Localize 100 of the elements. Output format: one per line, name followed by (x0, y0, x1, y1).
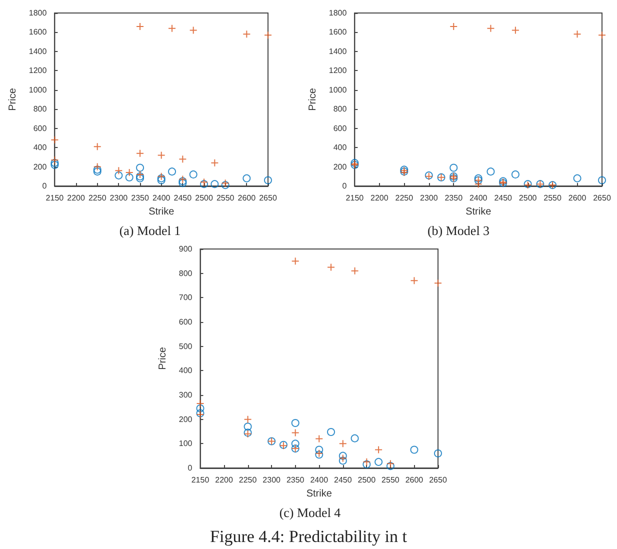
y-tick-label: 100 (178, 439, 193, 448)
point (598, 31, 606, 40)
x-tick-label: 2150 (346, 194, 364, 202)
point (338, 454, 347, 462)
x-tick-label: 2500 (195, 194, 214, 202)
point (93, 142, 102, 151)
point (450, 164, 458, 172)
point (362, 460, 371, 468)
point (264, 31, 272, 40)
y-axis-title: Price (308, 88, 318, 111)
x-tick-label: 2400 (310, 476, 329, 484)
y-tick-label: 600 (333, 124, 348, 133)
x-tick-label: 2650 (259, 194, 278, 202)
x-axis-title: Strike (466, 206, 492, 218)
point (410, 446, 418, 454)
point (450, 22, 458, 30)
y-tick-label: 700 (178, 293, 193, 302)
point (486, 24, 495, 32)
y-tick-label: 400 (178, 366, 193, 376)
x-tick-label: 2200 (215, 476, 234, 484)
x-tick-label: 2500 (518, 194, 538, 202)
point (350, 266, 359, 275)
x-tick-label: 2600 (568, 194, 587, 202)
point (338, 440, 347, 448)
y-tick-label: 600 (33, 124, 48, 133)
y-tick-label: 200 (33, 162, 48, 172)
x-tick-label: 2350 (444, 194, 464, 202)
x-tick-label: 2200 (370, 194, 389, 202)
point (573, 30, 582, 38)
point (486, 168, 495, 176)
point (196, 404, 204, 412)
point (474, 180, 482, 188)
point (168, 24, 176, 32)
y-tick-label: 1600 (328, 28, 348, 37)
x-tick-label: 2450 (494, 194, 513, 202)
y-tick-label: 1200 (28, 66, 48, 76)
point (114, 171, 123, 180)
point (50, 158, 59, 167)
y-tick-label: 300 (178, 390, 193, 400)
y-tick-label: 400 (33, 143, 48, 152)
text: (b) Model 3 (427, 223, 490, 238)
x-tick-label: 2400 (152, 194, 171, 202)
point (362, 458, 371, 466)
point (410, 276, 418, 285)
x-tick-label: 2600 (238, 194, 256, 202)
point (291, 257, 300, 266)
point (338, 452, 347, 460)
x-tick-label: 2550 (382, 476, 400, 484)
point (511, 26, 520, 34)
point (511, 170, 520, 178)
point (50, 160, 59, 169)
point (386, 460, 394, 468)
x-tick-label: 2450 (334, 476, 352, 484)
y-tick-label: 0 (188, 464, 193, 472)
point (338, 456, 347, 465)
y-tick-label: 1600 (28, 28, 48, 37)
x-tick-label: 2500 (358, 476, 376, 484)
point (114, 166, 123, 175)
x-tick-label: 2250 (238, 476, 258, 484)
y-axis-title: Price (158, 346, 168, 370)
point (210, 158, 219, 167)
x-tick-label: 2150 (191, 476, 210, 484)
y-tick-label: 200 (333, 162, 348, 172)
point (374, 458, 383, 466)
point (125, 173, 134, 182)
x-tick-label: 2450 (174, 194, 192, 202)
text: (a) Model 1 (119, 223, 181, 238)
point (242, 30, 251, 38)
point (350, 434, 359, 442)
x-tick-label: 2650 (429, 476, 448, 484)
point (210, 180, 219, 188)
x-tick-label: 2250 (395, 194, 414, 202)
x-tick-label: 2200 (67, 194, 86, 202)
x-tick-label: 2550 (216, 194, 235, 202)
y-tick-label: 0 (42, 182, 48, 190)
point (136, 149, 144, 158)
point (315, 446, 324, 454)
y-tick-label: 1000 (28, 85, 48, 94)
point (244, 422, 252, 431)
x-tick-label: 2250 (88, 194, 107, 202)
y-axis-title: Price (8, 88, 18, 111)
point (50, 156, 59, 164)
x-tick-label: 2350 (131, 194, 150, 202)
x-tick-label: 2600 (405, 476, 424, 484)
x-axis-title: Strike (148, 206, 175, 218)
point (196, 400, 204, 408)
y-tick-label: 0 (342, 182, 348, 190)
x-tick-label: 2300 (262, 476, 282, 484)
y-tick-label: 1800 (28, 8, 48, 18)
y-tick-label: 900 (178, 244, 193, 254)
y-tick-label: 800 (178, 268, 193, 278)
point (573, 174, 582, 182)
point (598, 176, 606, 184)
point (327, 263, 336, 272)
y-tick-label: 400 (333, 143, 348, 152)
point (291, 418, 300, 427)
point (327, 428, 336, 436)
y-tick-label: 1000 (328, 85, 348, 94)
y-tick-label: 800 (33, 104, 48, 114)
y-tick-label: 1400 (28, 46, 48, 56)
